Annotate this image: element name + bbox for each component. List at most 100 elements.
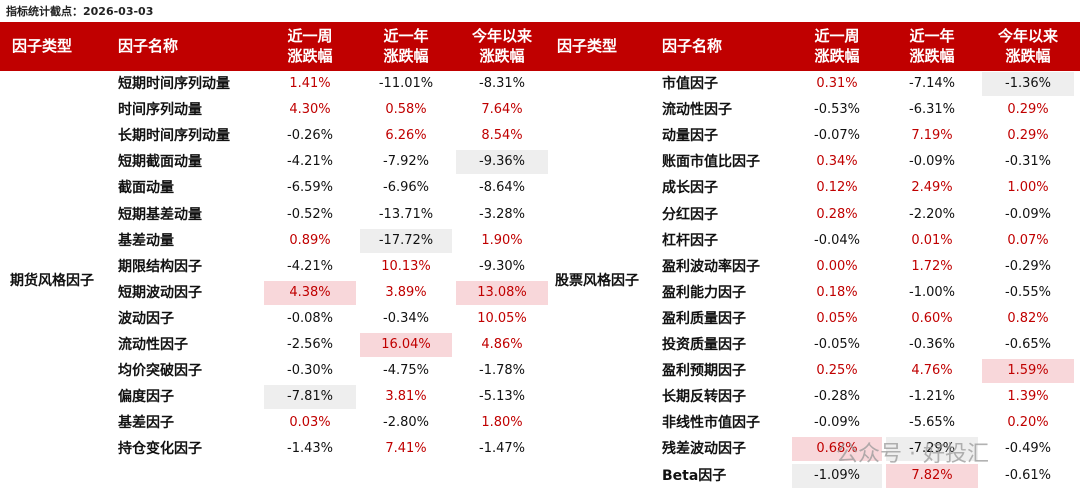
- value-cell: -6.96%: [383, 180, 429, 196]
- value-cell: -0.61%: [1005, 467, 1051, 483]
- factor-name: 波动因子: [118, 310, 174, 327]
- highlight: [264, 280, 356, 305]
- header-cell: 近一年: [383, 27, 429, 45]
- highlight: [792, 463, 882, 488]
- factor-type: 期货风格因子: [10, 273, 94, 289]
- header-cell: 涨跌幅: [287, 47, 333, 65]
- factor-name: 盈利预期因子: [662, 363, 746, 380]
- value-cell: -1.09%: [814, 467, 860, 483]
- value-cell: 4.76%: [911, 363, 953, 379]
- value-cell: -0.65%: [1005, 337, 1051, 352]
- value-cell: 0.05%: [816, 310, 858, 326]
- factor-name: 短期时间序列动量: [118, 76, 230, 92]
- value-cell: 7.82%: [911, 467, 953, 483]
- value-cell: -0.30%: [287, 363, 333, 379]
- value-cell: 0.89%: [289, 232, 331, 248]
- header-cell: 因子类型: [557, 37, 618, 55]
- highlight: [886, 463, 978, 488]
- value-cell: -0.07%: [814, 128, 860, 144]
- value-cell: -1.36%: [1005, 76, 1051, 91]
- value-cell: -2.20%: [909, 206, 955, 222]
- header-cell: 近一年: [909, 27, 955, 45]
- value-cell: 1.59%: [1007, 363, 1049, 379]
- factor-name: 基差因子: [118, 415, 174, 432]
- factor-name: 市值因子: [662, 76, 718, 92]
- value-cell: -1.43%: [287, 441, 333, 457]
- value-cell: 13.08%: [477, 284, 527, 300]
- value-cell: -0.49%: [1005, 441, 1051, 457]
- header-cell: 涨跌幅: [479, 47, 525, 65]
- factor-name: 盈利能力因子: [662, 284, 746, 301]
- factor-name: 成长因子: [662, 180, 718, 197]
- value-cell: -3.28%: [479, 206, 525, 222]
- factor-name: 投资质量因子: [662, 337, 746, 353]
- value-cell: -0.31%: [1005, 154, 1051, 170]
- value-cell: 0.29%: [1007, 102, 1049, 118]
- value-cell: -2.80%: [383, 415, 429, 431]
- factor-name: 账面市值比因子: [662, 154, 760, 171]
- value-cell: -0.55%: [1005, 284, 1051, 300]
- value-cell: -5.65%: [909, 415, 955, 431]
- value-cell: 7.41%: [385, 441, 427, 457]
- value-cell: -6.31%: [909, 102, 955, 118]
- value-cell: -1.00%: [909, 284, 955, 300]
- value-cell: -0.36%: [909, 337, 955, 352]
- header-cell: 今年以来: [997, 27, 1058, 45]
- factor-name: 流动性因子: [118, 337, 188, 353]
- value-cell: -0.09%: [909, 154, 955, 170]
- value-cell: 4.86%: [481, 337, 523, 352]
- value-cell: -1.21%: [909, 389, 955, 405]
- factor-name: Beta因子: [662, 467, 727, 484]
- value-cell: -0.29%: [1005, 258, 1051, 274]
- value-cell: -0.08%: [287, 310, 333, 326]
- value-cell: -11.01%: [378, 76, 434, 91]
- factor-type: 股票风格因子: [555, 273, 639, 289]
- header-band: [0, 22, 1080, 71]
- value-cell: -2.56%: [287, 337, 333, 352]
- factor-name: 时间序列动量: [118, 102, 202, 119]
- header-cell: 今年以来: [471, 27, 532, 45]
- value-cell: -0.04%: [814, 232, 860, 248]
- value-cell: 1.72%: [911, 258, 953, 274]
- value-cell: -0.28%: [814, 389, 860, 405]
- highlight: [360, 333, 452, 357]
- factor-name: 期限结构因子: [118, 258, 202, 275]
- value-cell: -13.71%: [378, 206, 434, 222]
- highlight: [982, 359, 1074, 384]
- factor-name: 截面动量: [118, 180, 174, 197]
- value-cell: 0.20%: [1007, 415, 1049, 431]
- value-cell: 1.41%: [289, 76, 331, 91]
- value-cell: 0.25%: [816, 363, 858, 379]
- value-cell: -7.14%: [909, 76, 955, 91]
- value-cell: -4.21%: [287, 154, 333, 170]
- header-cell: 因子名称: [662, 37, 723, 55]
- factor-name: 动量因子: [662, 128, 718, 145]
- value-cell: -0.53%: [814, 102, 860, 118]
- header-cell: 涨跌幅: [909, 47, 955, 65]
- value-cell: 7.64%: [481, 102, 523, 118]
- value-cell: 16.04%: [381, 337, 431, 352]
- value-cell: 4.38%: [289, 284, 331, 300]
- value-cell: 3.89%: [385, 284, 427, 300]
- header-cell: 近一周: [814, 27, 860, 45]
- factor-name: 偏度因子: [118, 389, 174, 406]
- value-cell: -8.64%: [479, 180, 525, 196]
- value-cell: -0.34%: [383, 310, 429, 326]
- factor-name: 短期截面动量: [118, 154, 202, 171]
- value-cell: -0.05%: [814, 337, 860, 352]
- value-cell: -4.21%: [287, 258, 333, 274]
- value-cell: 6.26%: [385, 128, 427, 144]
- factor-name: 分红因子: [662, 206, 718, 223]
- value-cell: -1.47%: [479, 441, 525, 457]
- factor-name: 长期时间序列动量: [118, 128, 230, 145]
- value-cell: 0.60%: [911, 310, 953, 326]
- value-cell: 0.58%: [385, 102, 427, 118]
- factor-name: 短期基差动量: [118, 206, 202, 223]
- value-cell: -0.09%: [814, 415, 860, 431]
- factor-name: 非线性市值因子: [662, 415, 760, 432]
- value-cell: 0.00%: [816, 258, 858, 274]
- value-cell: 1.39%: [1007, 389, 1049, 405]
- value-cell: 4.30%: [289, 102, 331, 118]
- value-cell: 0.12%: [816, 180, 858, 196]
